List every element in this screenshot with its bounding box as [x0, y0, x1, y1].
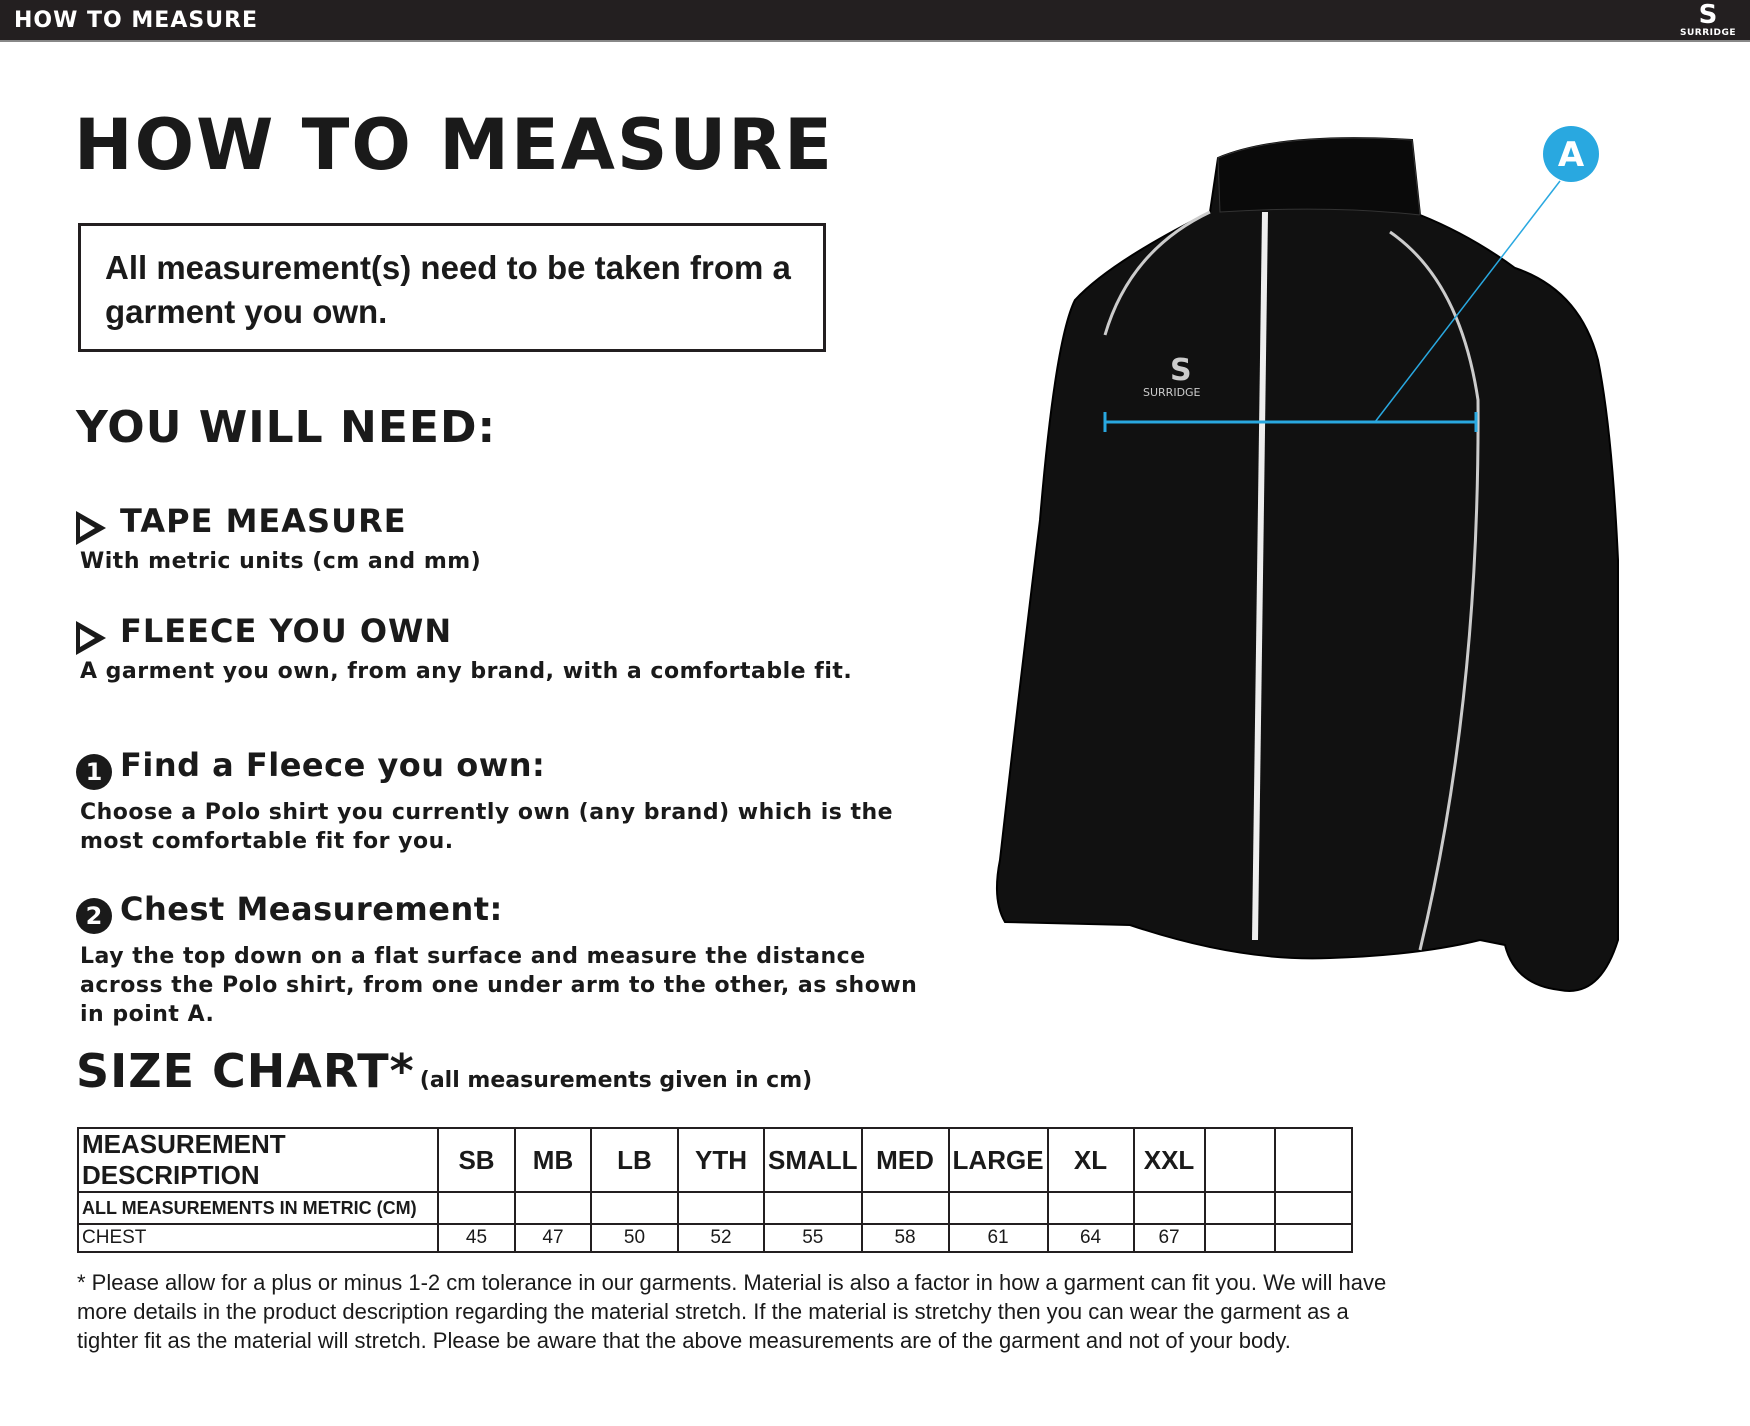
step-number: 2: [76, 897, 112, 934]
column-header: MB: [514, 1127, 592, 1193]
top-bar: HOW TO MEASURE S SURRIDGE: [0, 0, 1750, 42]
table-cell: 67: [1132, 1223, 1206, 1253]
table-cell: 55: [763, 1223, 863, 1253]
table-cell: [1132, 1191, 1206, 1225]
column-header: XL: [1046, 1127, 1135, 1193]
table-subheader-row: ALL MEASUREMENTS IN METRIC (CM): [77, 1191, 1353, 1225]
table-cell: 47: [514, 1223, 592, 1253]
column-header: SB: [437, 1127, 516, 1193]
header-title: HOW TO MEASURE: [14, 8, 259, 33]
table-cell: 61: [947, 1223, 1049, 1253]
table-header-row: MEASUREMENT DESCRIPTION SB MB LB YTH SMALL MED…: [77, 1127, 1353, 1193]
garment-logo-text: SURRIDGE: [1143, 386, 1201, 399]
footnote: * Please allow for a plus or minus 1-2 c…: [77, 1270, 1387, 1353]
table-cell: 64: [1046, 1223, 1135, 1253]
subheader-label: ALL MEASUREMENTS IN METRIC (CM): [77, 1191, 439, 1225]
point-a-marker: [1543, 126, 1599, 182]
row-label: CHEST: [77, 1223, 439, 1253]
triangle-icon: [76, 620, 106, 655]
point-a-label: A: [1558, 135, 1585, 175]
pointer-line: [1374, 180, 1561, 423]
table-cell: [1203, 1223, 1276, 1253]
table-cell: [1046, 1191, 1135, 1225]
step-number: 1: [76, 753, 112, 790]
triangle-icon: [76, 510, 106, 545]
step-1: 1 Find a Fleece you own: Choose a Polo sh…: [76, 746, 936, 856]
table-cell: [677, 1191, 765, 1225]
column-header: MEASUREMENT DESCRIPTION: [77, 1127, 439, 1193]
page-title: HOW TO MEASURE: [74, 104, 834, 186]
table-cell: 52: [677, 1223, 765, 1253]
column-header: MED: [860, 1127, 950, 1193]
you-will-need-heading: YOU WILL NEED:: [76, 402, 497, 453]
table-cell: [437, 1191, 516, 1225]
column-header: LB: [590, 1127, 679, 1193]
column-header: SMALL: [763, 1127, 863, 1193]
garment-logo-mark: S: [1170, 353, 1192, 388]
column-header: [1273, 1127, 1353, 1193]
size-chart-heading: SIZE CHART* (all measurements given in c…: [76, 1044, 813, 1098]
column-header: YTH: [677, 1127, 765, 1193]
table-cell: [763, 1191, 863, 1225]
size-table: MEASUREMENT DESCRIPTION SB MB LB YTH SMALL MED…: [77, 1127, 1353, 1253]
table-row: CHEST 45 47 50 52 55 58 61 64 67: [77, 1223, 1353, 1253]
table-cell: [1273, 1191, 1353, 1225]
column-header: LARGE: [947, 1127, 1049, 1193]
fleece-diagram: S SURRIDGE A: [996, 126, 1619, 992]
table-cell: 45: [437, 1223, 516, 1253]
note-box: All measurement(s) need to be taken from…: [78, 223, 826, 352]
table-cell: 50: [590, 1223, 679, 1253]
need-fleece: FLEECE YOU OWN A garment you own, from a…: [76, 612, 852, 684]
table-cell: 58: [860, 1223, 950, 1253]
column-header: [1203, 1127, 1276, 1193]
column-header: XXL: [1132, 1127, 1206, 1193]
surridge-logo: S SURRIDGE: [1679, 0, 1736, 38]
fleece-jacket: [996, 137, 1619, 992]
table-cell: [590, 1191, 679, 1225]
table-cell: [860, 1191, 950, 1225]
table-cell: [1273, 1223, 1353, 1253]
table-cell: [1203, 1191, 1276, 1225]
table-cell: [514, 1191, 592, 1225]
need-tape-measure: TAPE MEASURE With metric units (cm and m…: [76, 502, 481, 574]
table-cell: [947, 1191, 1049, 1225]
step-2: 2 Chest Measurement: Lay the top down on …: [76, 890, 936, 1029]
